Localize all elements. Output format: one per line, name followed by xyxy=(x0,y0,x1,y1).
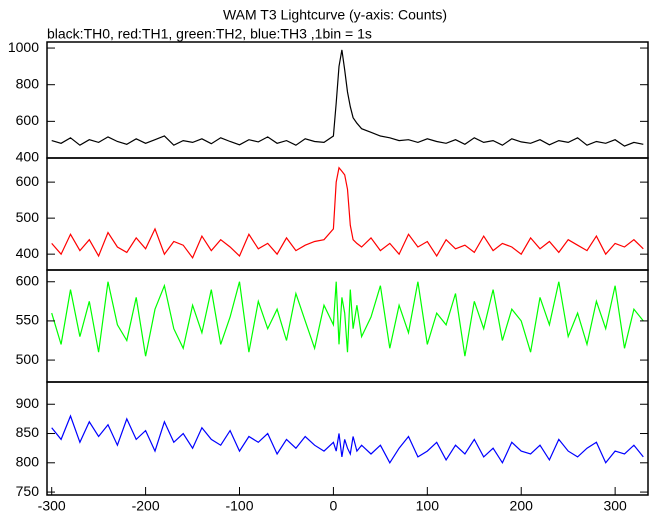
x-tick-label: -200 xyxy=(132,498,160,514)
series-line xyxy=(51,414,644,465)
y-tick-label: 800 xyxy=(16,75,40,91)
y-tick-label: 750 xyxy=(16,483,40,499)
series-line xyxy=(51,281,644,357)
panel-frame xyxy=(46,157,649,271)
y-tick-label: 1000 xyxy=(8,39,39,55)
y-tick-label: 600 xyxy=(16,272,40,288)
x-tick-label: 100 xyxy=(416,498,440,514)
y-tick-label: 400 xyxy=(16,149,40,165)
x-tick-label: -300 xyxy=(38,498,66,514)
y-tick-label: 850 xyxy=(16,424,40,440)
y-tick-label: 500 xyxy=(16,351,40,367)
y-tick-label: 900 xyxy=(16,395,40,411)
y-tick-label: 800 xyxy=(16,454,40,470)
x-tick-label: 300 xyxy=(603,498,627,514)
chart-subtitle: black:TH0, red:TH1, green:TH2, blue:TH3 … xyxy=(47,26,372,42)
x-tick-label: 200 xyxy=(510,498,534,514)
y-tick-label: 600 xyxy=(16,173,40,189)
panel-frame xyxy=(46,381,649,496)
series-line xyxy=(51,49,644,147)
y-tick-label: 400 xyxy=(16,245,40,261)
chart-title: WAM T3 Lightcurve (y-axis: Counts) xyxy=(223,7,447,23)
x-tick-label: -100 xyxy=(225,498,253,514)
y-tick-label: 500 xyxy=(16,209,40,225)
series-line xyxy=(51,166,644,259)
y-tick-label: 600 xyxy=(16,112,40,128)
y-tick-label: 550 xyxy=(16,312,40,328)
x-tick-label: 0 xyxy=(330,498,338,514)
